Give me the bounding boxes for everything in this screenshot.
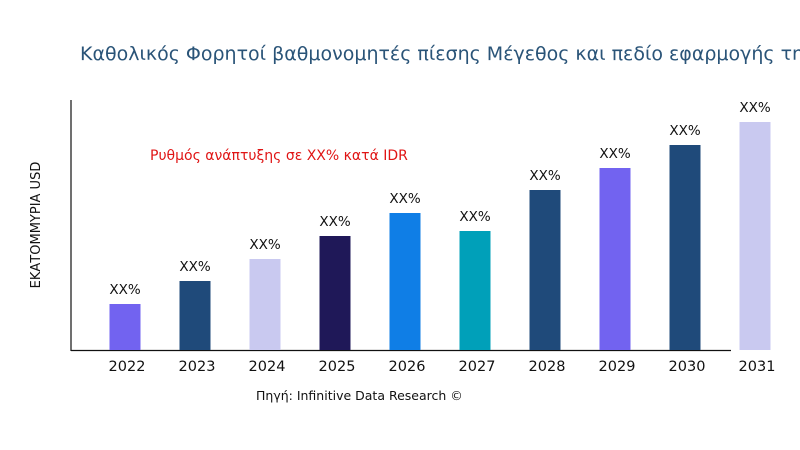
bar-2022 <box>109 304 141 350</box>
data-label-2025: XX% <box>319 214 350 230</box>
source-text: Πηγή: Infinitive Data Research © <box>256 388 463 403</box>
x-tick-2026: 2026 <box>389 359 426 375</box>
x-tick-2030: 2030 <box>669 359 706 375</box>
bar-2029 <box>599 168 631 350</box>
bar-2024 <box>249 259 281 350</box>
y-axis-label: ΕΚΑΤΟΜΜΥΡΙΑ USD <box>29 162 44 289</box>
x-tick-2023: 2023 <box>179 359 216 375</box>
data-label-2029: XX% <box>599 146 630 162</box>
data-label-2031: XX% <box>739 100 770 116</box>
growth-rate-annotation: Ρυθμός ανάπτυξης σε XX% κατά IDR <box>150 148 408 164</box>
data-label-2022: XX% <box>109 282 140 298</box>
bar-2026 <box>389 213 421 350</box>
x-tick-2031: 2031 <box>739 359 776 375</box>
bar-2023 <box>179 281 211 350</box>
data-label-2024: XX% <box>249 237 280 253</box>
data-label-2023: XX% <box>179 259 210 275</box>
x-tick-2025: 2025 <box>319 359 356 375</box>
chart-title: Καθολικός Φορητοί βαθμονομητές πίεσης Μέ… <box>80 43 800 65</box>
data-label-2028: XX% <box>529 168 560 184</box>
bar-2030 <box>669 145 701 350</box>
x-tick-2028: 2028 <box>529 359 566 375</box>
x-tick-2027: 2027 <box>459 359 496 375</box>
data-label-2030: XX% <box>669 123 700 139</box>
bar-2028 <box>529 190 561 350</box>
x-tick-2024: 2024 <box>249 359 286 375</box>
x-tick-2029: 2029 <box>599 359 636 375</box>
bar-2025 <box>319 236 351 350</box>
bar-2031 <box>739 122 771 350</box>
x-tick-2022: 2022 <box>109 359 146 375</box>
bar-2027 <box>459 231 491 350</box>
data-label-2026: XX% <box>389 191 420 207</box>
data-label-2027: XX% <box>459 209 490 225</box>
